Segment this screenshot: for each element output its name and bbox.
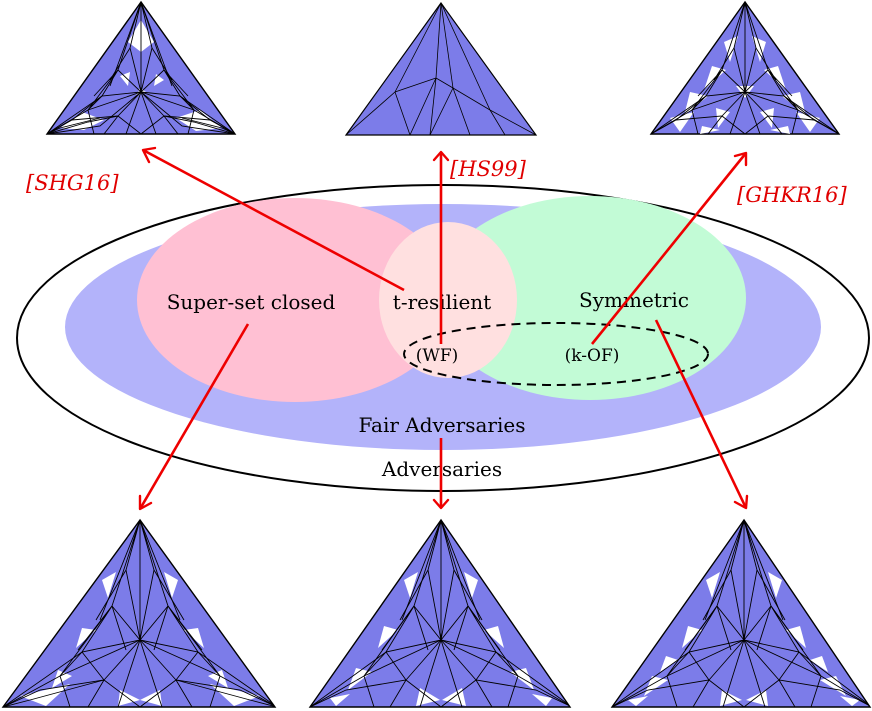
symmetric-set [434,196,746,400]
arrow-superset-to-bottom-left [138,323,250,511]
citation-ghkr16: [GHKR16] [737,183,848,207]
superset-closed-set [137,198,453,402]
triangle-top-left [45,0,237,135]
wf-kof-dashed-set [403,322,709,386]
arrow-symmetric-to-bottom-right [654,319,749,510]
arrow-wf-to-top-middle [432,150,450,344]
superset-closed-label: Super-set closed [167,290,336,314]
citation-hs99: [HS99] [450,157,527,181]
arrow-fair-to-bottom-middle [432,438,450,510]
kof-label: (k-OF) [565,346,620,366]
triangle-bottom-middle [308,518,572,708]
arrow-kof-to-top-right [590,151,748,345]
top-left-mesh [47,2,235,134]
triangle-top-right [649,0,841,135]
fair-adversaries-label: Fair Adversaries [359,413,526,437]
triangle-top-middle [344,1,538,136]
t-resilient-set [379,222,517,378]
arrow-tresilient-to-top-left [141,146,405,292]
citation-shg16: [SHG16] [26,171,119,195]
triangle-bottom-left [1,518,277,708]
wf-label: (WF) [416,346,459,366]
triangle-bottom-right [610,518,872,708]
